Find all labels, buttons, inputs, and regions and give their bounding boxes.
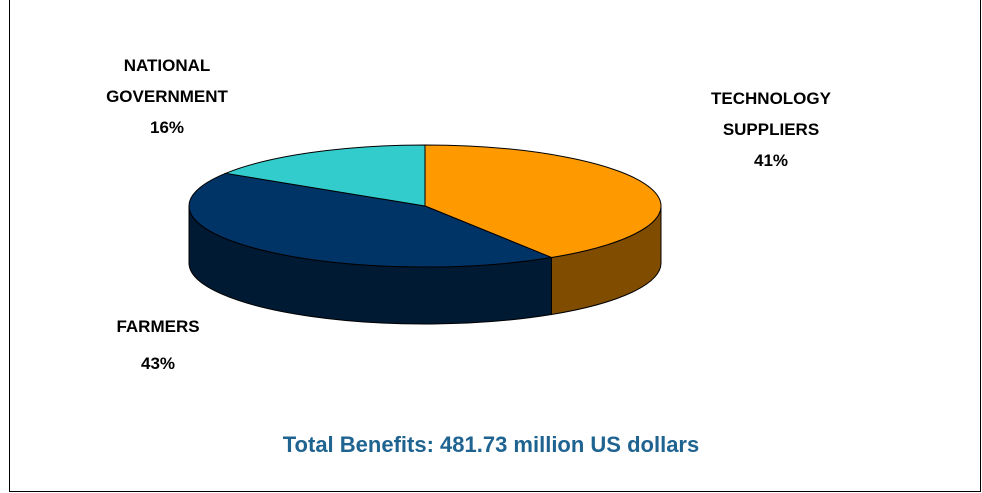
slice-name-label: SUPPLIERS — [723, 120, 819, 139]
chart-caption: Total Benefits: 481.73 million US dollar… — [283, 432, 699, 457]
slice-value-label: 16% — [150, 118, 184, 137]
slice-name-label: FARMERS — [116, 317, 199, 336]
slice-labels: TECHNOLOGY SUPPLIERS 41% FARMERS 43% NATIONAL… — [106, 56, 832, 373]
slice-name-label: TECHNOLOGY — [711, 89, 832, 108]
chart-frame — [9, 0, 981, 492]
slice-name-label: GOVERNMENT — [106, 87, 228, 106]
slice-value-label: 43% — [141, 354, 175, 373]
pie-tops — [188, 144, 662, 268]
slice-name-label: NATIONAL — [124, 56, 211, 75]
pie-slice — [424, 144, 662, 259]
slice-value-label: 41% — [754, 151, 788, 170]
pie-slice — [188, 172, 554, 268]
pie-slice — [223, 144, 426, 207]
